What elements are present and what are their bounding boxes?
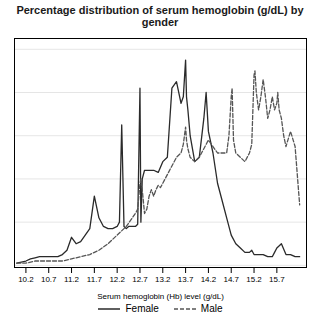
svg-text:15.2: 15.2 xyxy=(246,275,262,284)
html-text:Female: Female xyxy=(125,303,159,314)
html-text:Percentage distribution of ser: Percentage distribution of serum hemoglo… xyxy=(16,4,304,28)
svg-text:14.2: 14.2 xyxy=(201,275,217,284)
svg-text:13.7: 13.7 xyxy=(178,275,194,284)
svg-text:12.2: 12.2 xyxy=(109,275,125,284)
svg-text:15.7: 15.7 xyxy=(269,275,285,284)
svg-text:11.2: 11.2 xyxy=(64,275,80,284)
svg-text:14.7: 14.7 xyxy=(223,275,239,284)
svg-text:10.2: 10.2 xyxy=(18,275,34,284)
html-text:Male: Male xyxy=(200,303,223,314)
svg-text:10.7: 10.7 xyxy=(41,275,57,284)
svg-text:Serum hemoglobin (Hb) level (g: Serum hemoglobin (Hb) level (g/dL) xyxy=(97,292,224,301)
svg-text:12.7: 12.7 xyxy=(132,275,148,284)
svg-text:11.7: 11.7 xyxy=(87,275,103,284)
svg-text:13.2: 13.2 xyxy=(155,275,171,284)
